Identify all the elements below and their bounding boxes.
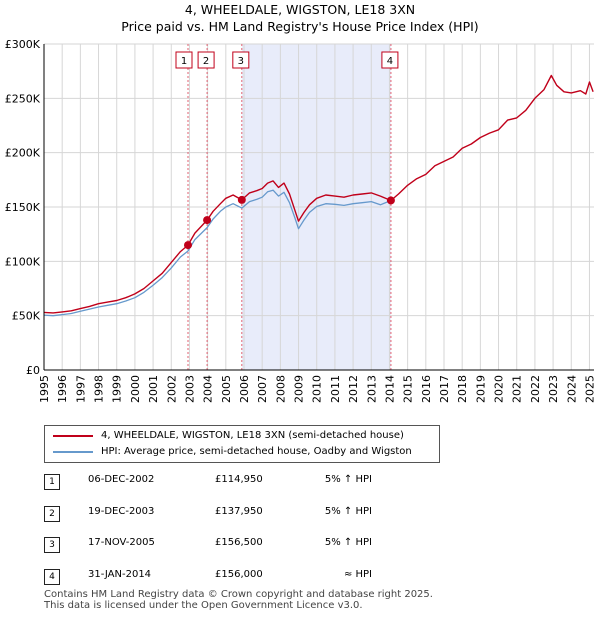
sale-price: £156,000 — [215, 569, 263, 580]
sale-date: 19-DEC-2003 — [88, 506, 155, 517]
x-tick-label: 1998 — [93, 375, 106, 403]
sale-number-badge: 1 — [44, 474, 60, 490]
sale-price: £137,950 — [215, 506, 263, 517]
y-tick-label: £100K — [5, 255, 41, 268]
sale-row: 3 17-NOV-2005 £156,500 5% ↑ HPI — [0, 533, 600, 557]
sale-point — [203, 216, 212, 225]
footer-licence: This data is licensed under the Open Gov… — [44, 600, 363, 611]
sale-number-box — [197, 51, 215, 69]
y-tick-label: £50K — [12, 310, 41, 323]
y-tick-label: £250K — [5, 92, 41, 105]
x-tick-label: 2010 — [311, 375, 324, 403]
x-tick-label: 2016 — [420, 375, 433, 403]
sale-price: £114,950 — [215, 474, 263, 485]
legend-label-hpi: HPI: Average price, semi-detached house,… — [101, 446, 412, 457]
sale-row: 4 31-JAN-2014 £156,000 ≈ HPI — [0, 565, 600, 589]
legend-swatch-hpi — [53, 451, 93, 453]
sale-point — [237, 195, 246, 204]
chart-title: 4, WHEELDALE, WIGSTON, LE18 3XN — [184, 2, 416, 17]
sale-hpi-comparison: 5% ↑ HPI — [324, 474, 372, 485]
sale-number-badge: 2 — [44, 506, 60, 522]
x-tick-label: 2012 — [347, 375, 360, 403]
property-price-line — [43, 74, 594, 314]
x-tick-label: 1999 — [111, 375, 124, 403]
x-tick-label: 2006 — [238, 375, 251, 403]
x-tick-label: 2008 — [274, 375, 287, 403]
sale-date: 17-NOV-2005 — [88, 537, 155, 548]
sale-number-label: 3 — [238, 56, 244, 67]
x-tick-label: 2003 — [183, 375, 196, 403]
footer-copyright: Contains HM Land Registry data © Crown c… — [44, 589, 433, 600]
price-chart: 1 2 3 4 £0 £50K £100K £150K £200K £250K £300K 1995 1… — [5, 38, 597, 403]
sale-hpi-comparison: 5% ↑ HPI — [324, 537, 372, 548]
sale-number-label: 2 — [203, 56, 209, 67]
x-tick-label: 1995 — [38, 375, 51, 403]
y-tick-label: £0 — [26, 364, 40, 377]
x-tick-label: 2005 — [220, 375, 233, 403]
sale-price: £156,500 — [215, 537, 263, 548]
y-tick-label: £300K — [5, 38, 41, 51]
sale-number-box — [232, 51, 250, 69]
sale-row: 2 19-DEC-2003 £137,950 5% ↑ HPI — [0, 502, 600, 526]
sale-number-label: 1 — [181, 56, 187, 67]
x-tick-label: 2013 — [365, 375, 378, 403]
x-tick-label: 2025 — [583, 375, 596, 403]
x-tick-label: 2020 — [493, 375, 506, 403]
sale-number-box — [381, 51, 399, 69]
legend-label-property: 4, WHEELDALE, WIGSTON, LE18 3XN (semi-de… — [101, 430, 404, 441]
y-tick-label: £150K — [5, 201, 41, 214]
x-tick-label: 2015 — [402, 375, 415, 403]
legend-swatch-property — [53, 435, 93, 437]
x-tick-label: 2000 — [129, 375, 142, 403]
x-tick-label: 2011 — [329, 375, 342, 403]
x-tick-label: 2023 — [547, 375, 560, 403]
x-tick-label: 2009 — [293, 375, 306, 403]
sale-number-badge: 4 — [44, 569, 60, 585]
sale-point — [184, 241, 192, 250]
x-tick-label: 2017 — [438, 375, 451, 403]
sale-point — [386, 196, 395, 205]
x-tick-label: 2024 — [565, 375, 578, 403]
chart-subtitle: Price paid vs. HM Land Registry's House … — [121, 19, 479, 34]
chart-legend: 4, WHEELDALE, WIGSTON, LE18 3XN (semi-de… — [44, 425, 440, 463]
sale-number-box — [175, 51, 193, 69]
x-tick-label: 1997 — [74, 375, 87, 403]
sale-hpi-comparison: 5% ↑ HPI — [324, 506, 372, 517]
x-tick-label: 2019 — [474, 375, 487, 403]
sale-date: 06-DEC-2002 — [88, 474, 155, 485]
x-tick-label: 2002 — [165, 375, 178, 403]
sale-number-label: 4 — [387, 56, 393, 67]
y-tick-label: £200K — [5, 147, 41, 160]
x-tick-label: 2007 — [256, 375, 269, 403]
x-tick-label: 2022 — [529, 375, 542, 403]
sale-row: 1 06-DEC-2002 £114,950 5% ↑ HPI — [0, 470, 600, 494]
x-tick-label: 2021 — [511, 375, 524, 403]
x-tick-label: 2018 — [456, 375, 469, 403]
x-tick-label: 2014 — [383, 375, 396, 403]
x-tick-label: 1996 — [56, 375, 69, 403]
sale-number-badge: 3 — [44, 537, 60, 553]
sale-date: 31-JAN-2014 — [88, 569, 152, 580]
x-tick-label: 2004 — [202, 375, 215, 403]
sale-hpi-comparison: ≈ HPI — [343, 569, 372, 580]
x-tick-label: 2001 — [147, 375, 160, 403]
hpi-line — [43, 189, 392, 317]
footer-attribution: Contains HM Land Registry data © Crown c… — [44, 589, 433, 611]
